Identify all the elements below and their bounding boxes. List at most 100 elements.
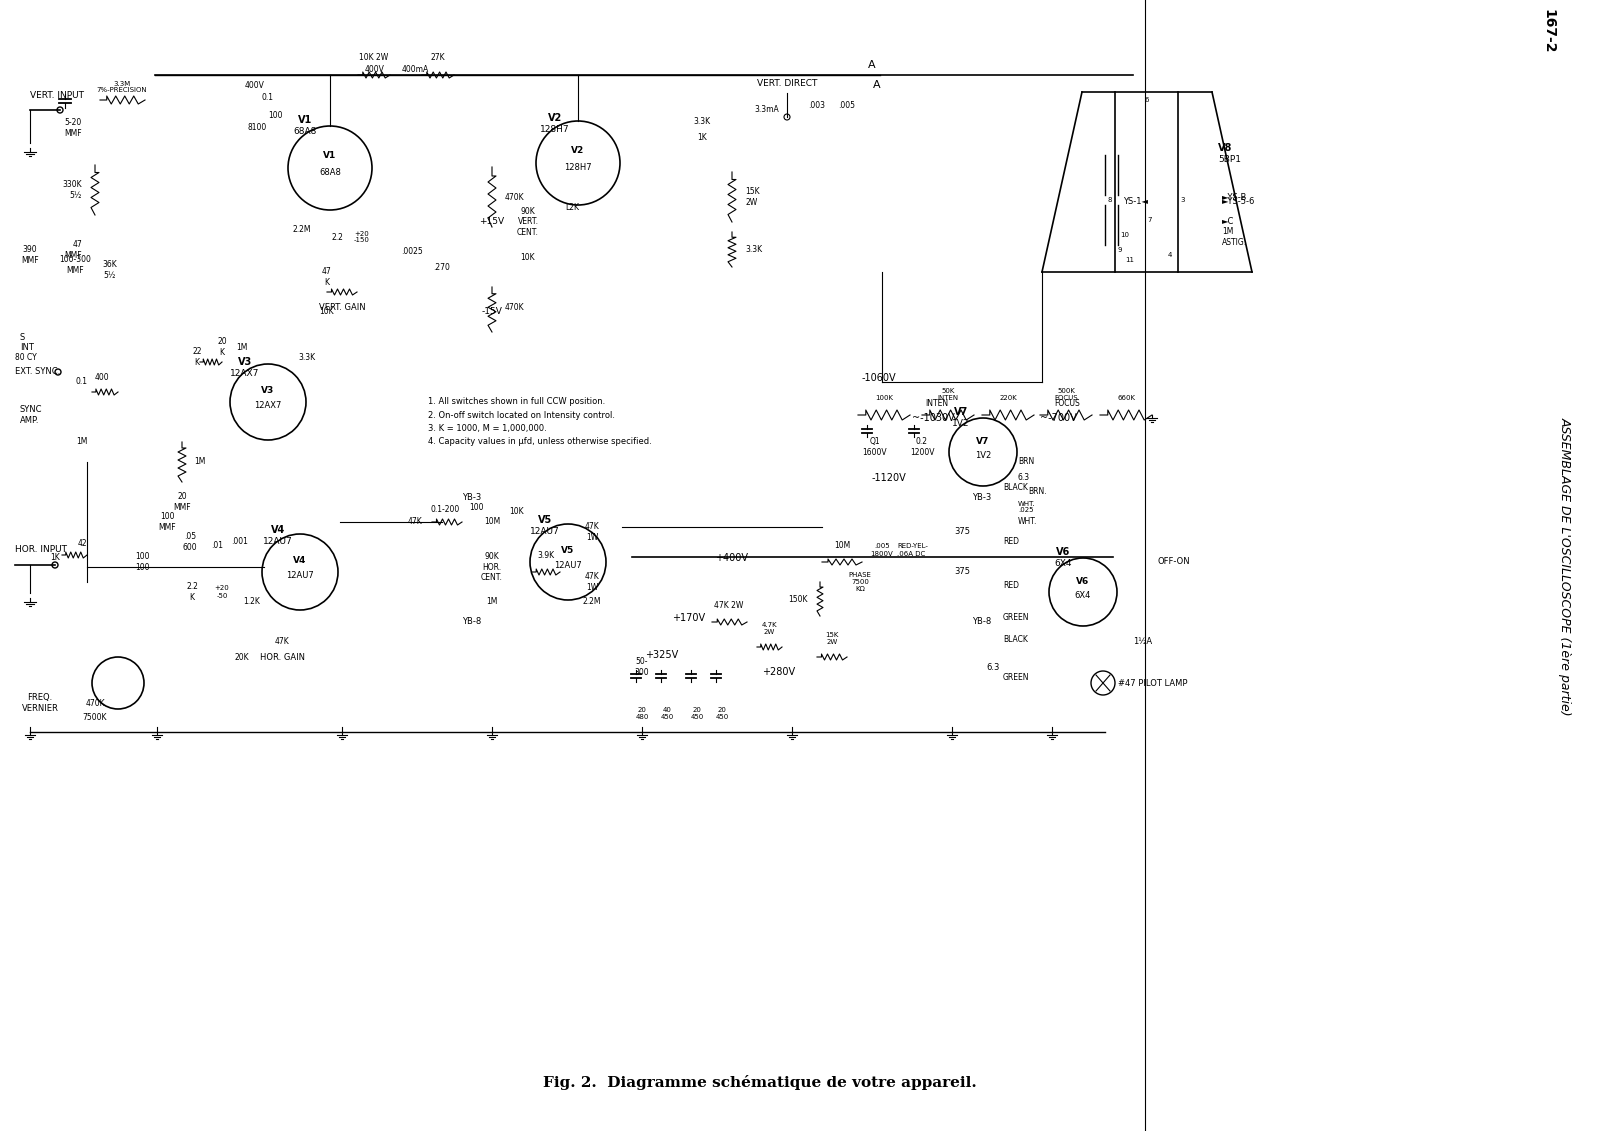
Text: 100
MMF: 100 MMF (158, 512, 176, 532)
Text: .01: .01 (211, 541, 222, 550)
Text: 12AU7: 12AU7 (554, 561, 582, 570)
Text: 12AX7: 12AX7 (230, 369, 259, 378)
Text: 47K
1W: 47K 1W (584, 572, 600, 592)
Text: 20
MMF: 20 MMF (173, 492, 190, 511)
Text: 3.9K: 3.9K (538, 551, 555, 560)
Text: 20
450: 20 450 (690, 707, 704, 720)
Text: YB-3: YB-3 (462, 492, 482, 501)
Text: 27K: 27K (430, 53, 445, 62)
Text: VERT. DIRECT: VERT. DIRECT (757, 78, 818, 87)
Text: 100-300
MMF: 100-300 MMF (59, 256, 91, 275)
Text: SYNC
AMP.: SYNC AMP. (19, 405, 43, 425)
Text: 90K
VERT.
CENT.: 90K VERT. CENT. (517, 207, 539, 236)
Text: V8: V8 (1218, 143, 1232, 153)
Text: V2: V2 (571, 146, 584, 155)
Text: 3.3K: 3.3K (693, 118, 710, 127)
Text: WHT.
.025: WHT. .025 (1018, 501, 1035, 513)
Text: V1: V1 (323, 150, 336, 159)
Text: 100K: 100K (875, 395, 893, 402)
Text: 660K: 660K (1117, 395, 1134, 402)
Text: 128H7: 128H7 (565, 163, 592, 172)
Text: 1M: 1M (77, 438, 88, 447)
Text: 400V: 400V (245, 80, 266, 89)
Text: 6.3: 6.3 (1018, 473, 1030, 482)
Text: L2K: L2K (565, 202, 579, 211)
Text: BRN: BRN (1018, 458, 1034, 466)
Text: V3: V3 (261, 386, 275, 395)
Text: 100: 100 (469, 502, 483, 511)
Text: 6: 6 (1144, 97, 1149, 103)
Text: 40
450: 40 450 (661, 707, 674, 720)
Text: 500K
FOCUS: 500K FOCUS (1054, 388, 1078, 402)
Text: 375: 375 (954, 527, 970, 536)
Text: GREEN: GREEN (1003, 673, 1029, 682)
Text: 330K
5½: 330K 5½ (62, 180, 82, 200)
Text: 390
MMF: 390 MMF (21, 245, 38, 265)
Text: 100: 100 (267, 111, 282, 120)
Text: RED-YEL-
.06A DC: RED-YEL- .06A DC (898, 544, 928, 556)
Text: +325V: +325V (645, 650, 678, 661)
Text: 1K: 1K (50, 553, 59, 562)
Text: 10M: 10M (834, 541, 850, 550)
Text: 1. All switches shown in full CCW position.: 1. All switches shown in full CCW positi… (429, 397, 605, 406)
Text: V4: V4 (270, 525, 285, 535)
Text: 22
K: 22 K (192, 347, 202, 366)
Text: 47K
1W: 47K 1W (584, 523, 600, 542)
Text: 6X4: 6X4 (1054, 560, 1072, 569)
Text: INT: INT (19, 344, 34, 353)
Text: 3. K = 1000, M = 1,000,000.: 3. K = 1000, M = 1,000,000. (429, 423, 547, 432)
Text: 1M: 1M (486, 597, 498, 606)
Text: ►YS-5-6: ►YS-5-6 (1222, 198, 1256, 207)
Text: PHASE
7500
KΩ: PHASE 7500 KΩ (848, 572, 872, 592)
Text: 4. Capacity values in μfd, unless otherwise specified.: 4. Capacity values in μfd, unless otherw… (429, 437, 651, 446)
Text: 47K 2W: 47K 2W (714, 601, 744, 610)
Text: Fig. 2.  Diagramme schématique de votre appareil.: Fig. 2. Diagramme schématique de votre a… (542, 1074, 978, 1089)
Text: -15V: -15V (482, 308, 502, 317)
Text: 50K
INTEN: 50K INTEN (938, 388, 958, 402)
Text: YB-8: YB-8 (462, 618, 482, 627)
Text: -1060V: -1060V (862, 373, 896, 383)
Text: BRN.: BRN. (1027, 487, 1046, 497)
Text: 10M: 10M (483, 518, 501, 527)
Text: BLACK: BLACK (1003, 483, 1027, 492)
Text: V7: V7 (976, 438, 990, 447)
Text: 42: 42 (77, 538, 86, 547)
Text: 68A8: 68A8 (318, 167, 341, 176)
Text: HOR. INPUT: HOR. INPUT (14, 545, 67, 554)
Text: VERT. INPUT: VERT. INPUT (30, 90, 83, 100)
Text: 12AU7: 12AU7 (262, 537, 293, 546)
Text: 80 CY: 80 CY (14, 354, 37, 363)
Text: ~-1030V: ~-1030V (912, 413, 955, 423)
Text: +20
-50: +20 -50 (214, 586, 229, 598)
Text: 470K: 470K (506, 302, 525, 311)
Text: 5BP1: 5BP1 (1218, 155, 1242, 164)
Text: INTEN: INTEN (925, 399, 949, 408)
Text: 3.3M
7%-PRECISION: 3.3M 7%-PRECISION (96, 80, 147, 94)
Text: 12AU7: 12AU7 (530, 527, 560, 535)
Text: 1V2: 1V2 (974, 451, 990, 460)
Text: 8100: 8100 (248, 123, 267, 132)
Text: GREEN: GREEN (1003, 613, 1029, 622)
Text: 1M: 1M (237, 343, 248, 352)
Text: 10K 2W: 10K 2W (360, 53, 389, 62)
Text: YB-3: YB-3 (973, 492, 992, 501)
Text: VERT. GAIN: VERT. GAIN (318, 302, 365, 311)
Text: 6X4: 6X4 (1075, 590, 1091, 599)
Text: V6: V6 (1056, 547, 1070, 556)
Text: 20
450: 20 450 (715, 707, 728, 720)
Text: 50-
300: 50- 300 (635, 657, 650, 676)
Text: 3.3K: 3.3K (746, 245, 762, 254)
Text: .005: .005 (838, 101, 856, 110)
Text: 470K: 470K (506, 192, 525, 201)
Text: V3: V3 (238, 357, 253, 366)
Text: OFF-ON: OFF-ON (1158, 558, 1190, 567)
Text: 0.1: 0.1 (77, 378, 88, 387)
Text: 90K
HOR.
CENT.: 90K HOR. CENT. (482, 552, 502, 582)
Text: YS-1◄: YS-1◄ (1123, 198, 1149, 207)
Text: ASSEMBLAGE DE L'OSCILLOSCOPE (1ère partie): ASSEMBLAGE DE L'OSCILLOSCOPE (1ère parti… (1558, 416, 1571, 715)
Text: -1120V: -1120V (872, 473, 907, 483)
Text: V6: V6 (1077, 577, 1090, 586)
Text: V7: V7 (954, 407, 968, 417)
Text: 0.1: 0.1 (262, 94, 274, 103)
Text: 400mA: 400mA (402, 66, 429, 75)
